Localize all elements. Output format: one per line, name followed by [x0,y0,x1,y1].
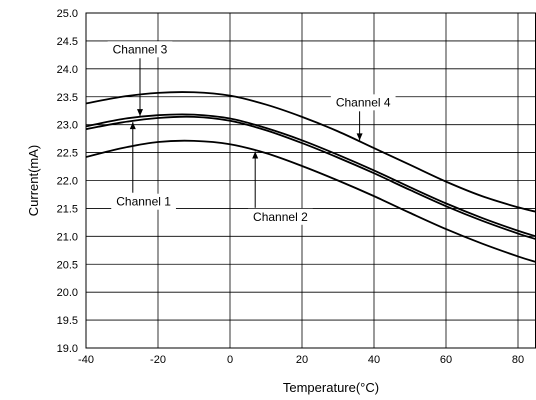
y-axis-label: Current(mA) [26,145,41,217]
y-tick-label: 25.0 [57,8,78,20]
y-tick-label: 20.0 [57,287,78,299]
y-tick-label: 24.5 [57,36,78,48]
annotation-channel-3: Channel 3 [107,41,173,117]
annotation-label: Channel 4 [336,95,391,109]
annotation-arrowhead [137,109,143,117]
x-tick-label: 40 [368,354,380,366]
annotation-arrowhead [129,122,136,130]
annotation-arrowhead [356,133,363,141]
annotation-label-background [248,208,313,225]
x-tick-label: -40 [78,354,94,366]
series-line-channel-3 [86,113,536,238]
x-tick-label: 0 [227,354,233,366]
y-tick-label: 20.5 [57,259,78,271]
y-tick-label: 19.5 [57,315,78,327]
x-axis-label: Temperature(°C) [283,380,379,395]
annotation-label: Channel 1 [116,195,171,209]
annotation-channel-4: Channel 4 [330,94,396,141]
annotation-channel-2: Channel 2 [248,151,313,225]
x-tick-label: 20 [296,354,308,366]
annotation-arrowhead [252,151,259,159]
annotation-label: Channel 2 [253,210,308,224]
x-tick-label: 60 [440,354,452,366]
annotation-label: Channel 3 [113,42,168,56]
grid-lines [85,12,536,349]
annotation-label-background [107,41,173,58]
y-tick-label: 22.5 [57,148,78,160]
annotation-channel-1: Channel 1 [111,122,176,210]
x-tick-label: -20 [150,354,166,366]
series-line-channel-2 [86,139,536,263]
x-tick-labels: -40 -20 0 20 40 60 80 [78,354,524,366]
series-lines [86,91,536,263]
annotation-label-background [111,193,176,210]
y-tick-label: 21.5 [57,203,78,215]
y-tick-labels: 19.0 19.5 20.0 20.5 21.0 21.5 22.0 22.5 23.0 23.5… [57,8,78,355]
x-tick-label: 80 [512,354,524,366]
y-tick-label: 22.0 [57,176,78,188]
series-line-channel-4 [86,91,536,213]
y-tick-label: 19.0 [57,343,78,355]
channel-annotations: Channel 3 Channel 4 Channel 1 Channel 2 [107,41,396,225]
y-tick-label: 23.0 [57,120,78,132]
y-tick-label: 23.5 [57,92,78,104]
annotation-label-background [330,94,396,111]
series-line-channel-1 [86,115,536,240]
y-tick-label: 24.0 [57,64,78,76]
y-tick-label: 21.0 [57,231,78,243]
